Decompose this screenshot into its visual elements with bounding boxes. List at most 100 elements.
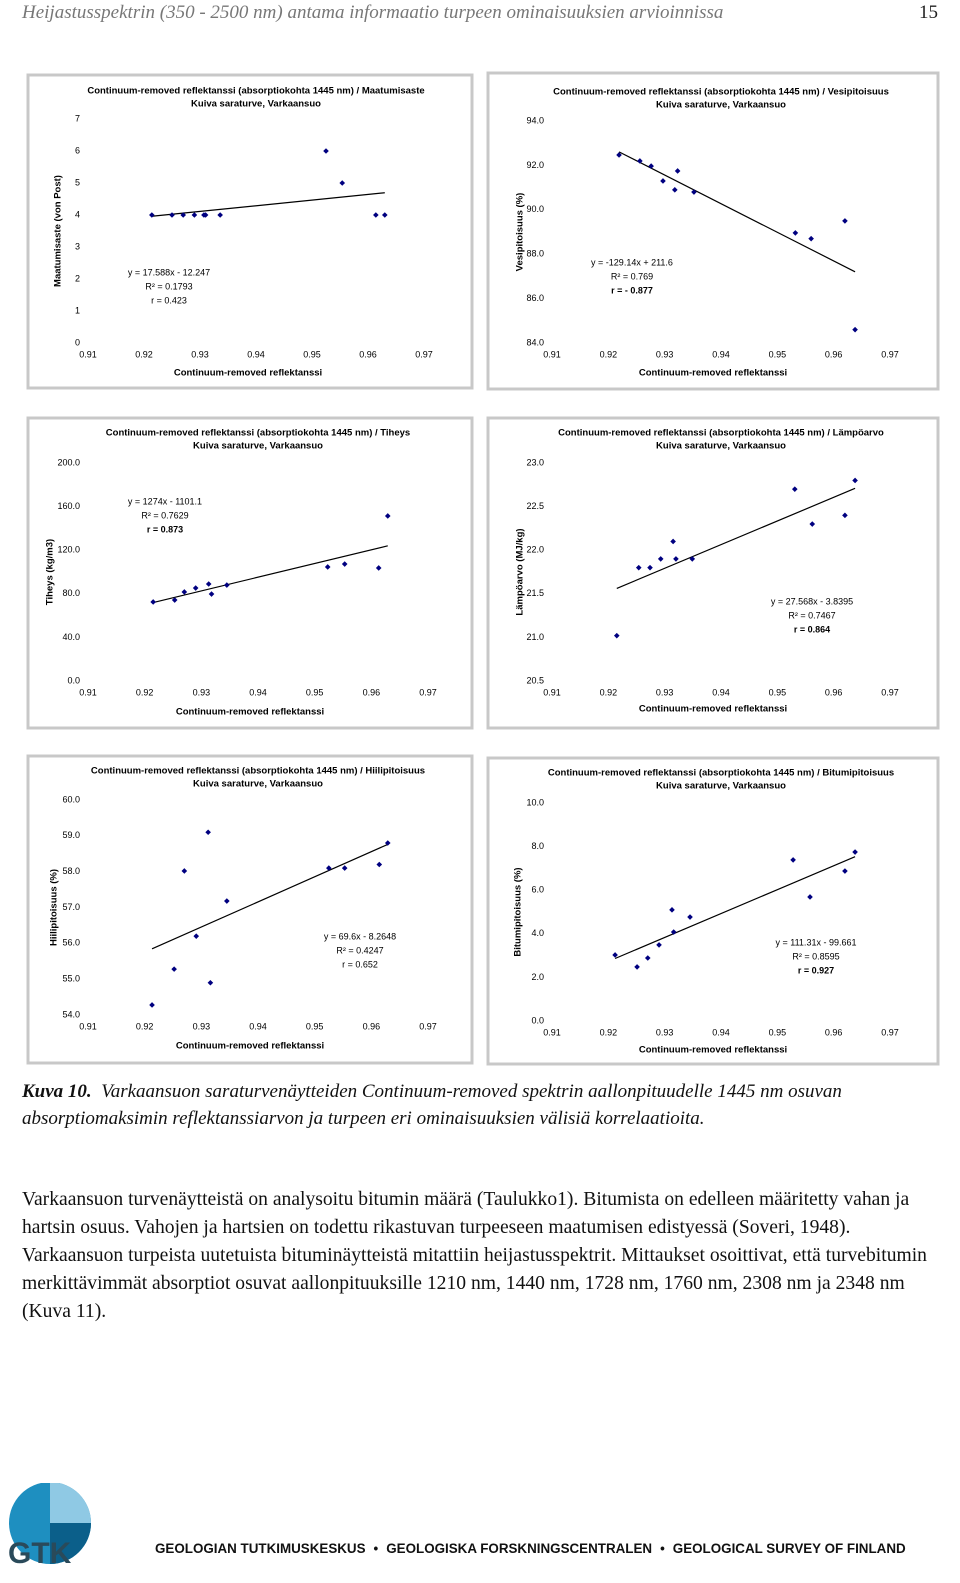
annotation: r = 0.652 <box>342 959 378 969</box>
data-point <box>149 1002 155 1008</box>
caption: Kuva 10. Varkaansuon saraturvenäytteiden… <box>22 1078 937 1132</box>
data-point <box>852 326 858 333</box>
data-point <box>807 894 813 900</box>
x-tick-label: 0.92 <box>135 349 153 359</box>
y-tick-label: 84.0 <box>526 337 544 347</box>
chart-frame <box>26 73 474 390</box>
y-tick-label: 54.0 <box>62 1009 80 1019</box>
chart-subtitle: Kuiva saraturve, Varkaansuo <box>656 441 786 452</box>
chart-subtitle: Kuiva saraturve, Varkaansuo <box>193 779 323 790</box>
data-point <box>217 212 223 218</box>
annotation: y = -129.14x + 211.6 <box>591 257 673 267</box>
trendline <box>614 856 856 960</box>
data-point <box>207 979 214 986</box>
data-point <box>192 585 199 591</box>
logo-text: GTK <box>8 1537 72 1570</box>
y-tick-label: 0.0 <box>531 1015 544 1025</box>
y-tick-label: 5 <box>75 177 80 187</box>
data-point <box>224 582 230 588</box>
x-tick-label: 0.97 <box>881 349 899 359</box>
chart-title: Continuum-removed reflektanssi (absorpti… <box>548 768 894 779</box>
data-point <box>852 849 858 855</box>
x-tick-label: 0.97 <box>415 349 433 359</box>
y-axis-label: Bitumipitoisuus (%) <box>513 867 524 956</box>
separator: • <box>373 1541 379 1556</box>
y-tick-label: 6.0 <box>531 885 544 895</box>
x-tick-label: 0.95 <box>769 349 787 359</box>
chart-frame <box>26 416 474 730</box>
data-point <box>670 538 676 545</box>
data-point <box>660 178 666 184</box>
chart-subtitle: Kuiva saraturve, Varkaansuo <box>193 441 323 452</box>
annotation: R² = 0.7467 <box>788 610 835 620</box>
y-tick-label: 6 <box>75 145 80 155</box>
y-tick-label: 160.0 <box>57 501 80 511</box>
data-point <box>180 212 186 218</box>
data-point <box>149 212 155 218</box>
y-tick-label: 90.0 <box>526 204 544 214</box>
y-tick-label: 59.0 <box>62 830 80 840</box>
trendline <box>618 151 856 273</box>
data-point <box>790 857 796 863</box>
annotation: r = 0.927 <box>798 965 834 975</box>
trendline <box>153 545 388 604</box>
annotation: y = 17.588x - 12.247 <box>128 267 210 277</box>
x-tick-label: 0.92 <box>600 687 618 697</box>
y-tick-label: 4 <box>75 209 80 219</box>
annotation: y = 111.31x - 99.661 <box>776 937 857 947</box>
x-tick-label: 0.97 <box>419 687 437 697</box>
chart-title: Continuum-removed reflektanssi (absorpti… <box>91 766 425 777</box>
data-point <box>634 964 640 970</box>
x-tick-label: 0.95 <box>769 1027 787 1037</box>
x-tick-label: 0.91 <box>543 687 561 697</box>
annotation: r = 0.423 <box>151 295 187 305</box>
x-tick-label: 0.96 <box>825 1027 843 1037</box>
annotation: r = - 0.877 <box>611 285 653 295</box>
x-tick-label: 0.91 <box>79 1021 97 1031</box>
data-point <box>202 212 209 218</box>
body-text: Varkaansuon turvenäytteistä on analysoit… <box>22 1189 927 1322</box>
footer-name: GEOLOGICAL SURVEY OF FINLAND <box>672 1541 906 1556</box>
y-tick-label: 23.0 <box>526 457 544 467</box>
data-point <box>384 513 391 519</box>
annotation: R² = 0.769 <box>611 271 653 281</box>
y-tick-label: 7 <box>75 113 80 123</box>
data-point <box>171 597 178 603</box>
y-tick-label: 2.0 <box>531 972 544 982</box>
data-point <box>171 966 177 972</box>
x-tick-label: 0.91 <box>79 349 97 359</box>
y-tick-label: 86.0 <box>526 293 544 303</box>
y-tick-label: 22.5 <box>526 501 544 511</box>
y-tick-label: 120.0 <box>57 545 80 555</box>
data-point <box>674 168 681 174</box>
data-point <box>150 599 156 605</box>
x-tick-label: 0.93 <box>656 1027 674 1037</box>
running-header: Heijastusspektrin (350 - 2500 nm) antama… <box>22 2 724 23</box>
data-point <box>792 230 799 236</box>
data-point <box>687 914 693 920</box>
y-axis-label: Hiilipitoisuus (%) <box>49 869 60 946</box>
chart-subtitle: Kuiva saraturve, Varkaansuo <box>656 100 786 111</box>
data-point <box>323 148 329 154</box>
y-axis-label: Lämpöarvo (MJ/kg) <box>515 528 526 615</box>
data-point <box>382 212 388 218</box>
x-tick-label: 0.96 <box>363 1021 381 1031</box>
x-tick-label: 0.94 <box>712 1027 730 1037</box>
y-tick-label: 94.0 <box>526 115 544 125</box>
x-tick-label: 0.93 <box>191 349 209 359</box>
x-axis-label: Continuum-removed reflektanssi <box>639 1045 787 1056</box>
y-tick-label: 58.0 <box>62 866 80 876</box>
logo: GTK <box>8 1483 91 1570</box>
x-tick-label: 0.95 <box>303 349 321 359</box>
y-tick-label: 22.0 <box>526 545 544 555</box>
data-point <box>852 477 858 484</box>
y-tick-label: 20.5 <box>526 675 544 685</box>
annotation: R² = 0.1793 <box>145 281 192 291</box>
separator: • <box>660 1541 665 1556</box>
x-tick-label: 0.95 <box>306 1021 324 1031</box>
y-tick-label: 10.0 <box>526 797 544 807</box>
x-tick-label: 0.94 <box>247 349 265 359</box>
x-tick-label: 0.91 <box>543 1027 561 1037</box>
x-tick-label: 0.92 <box>600 349 618 359</box>
